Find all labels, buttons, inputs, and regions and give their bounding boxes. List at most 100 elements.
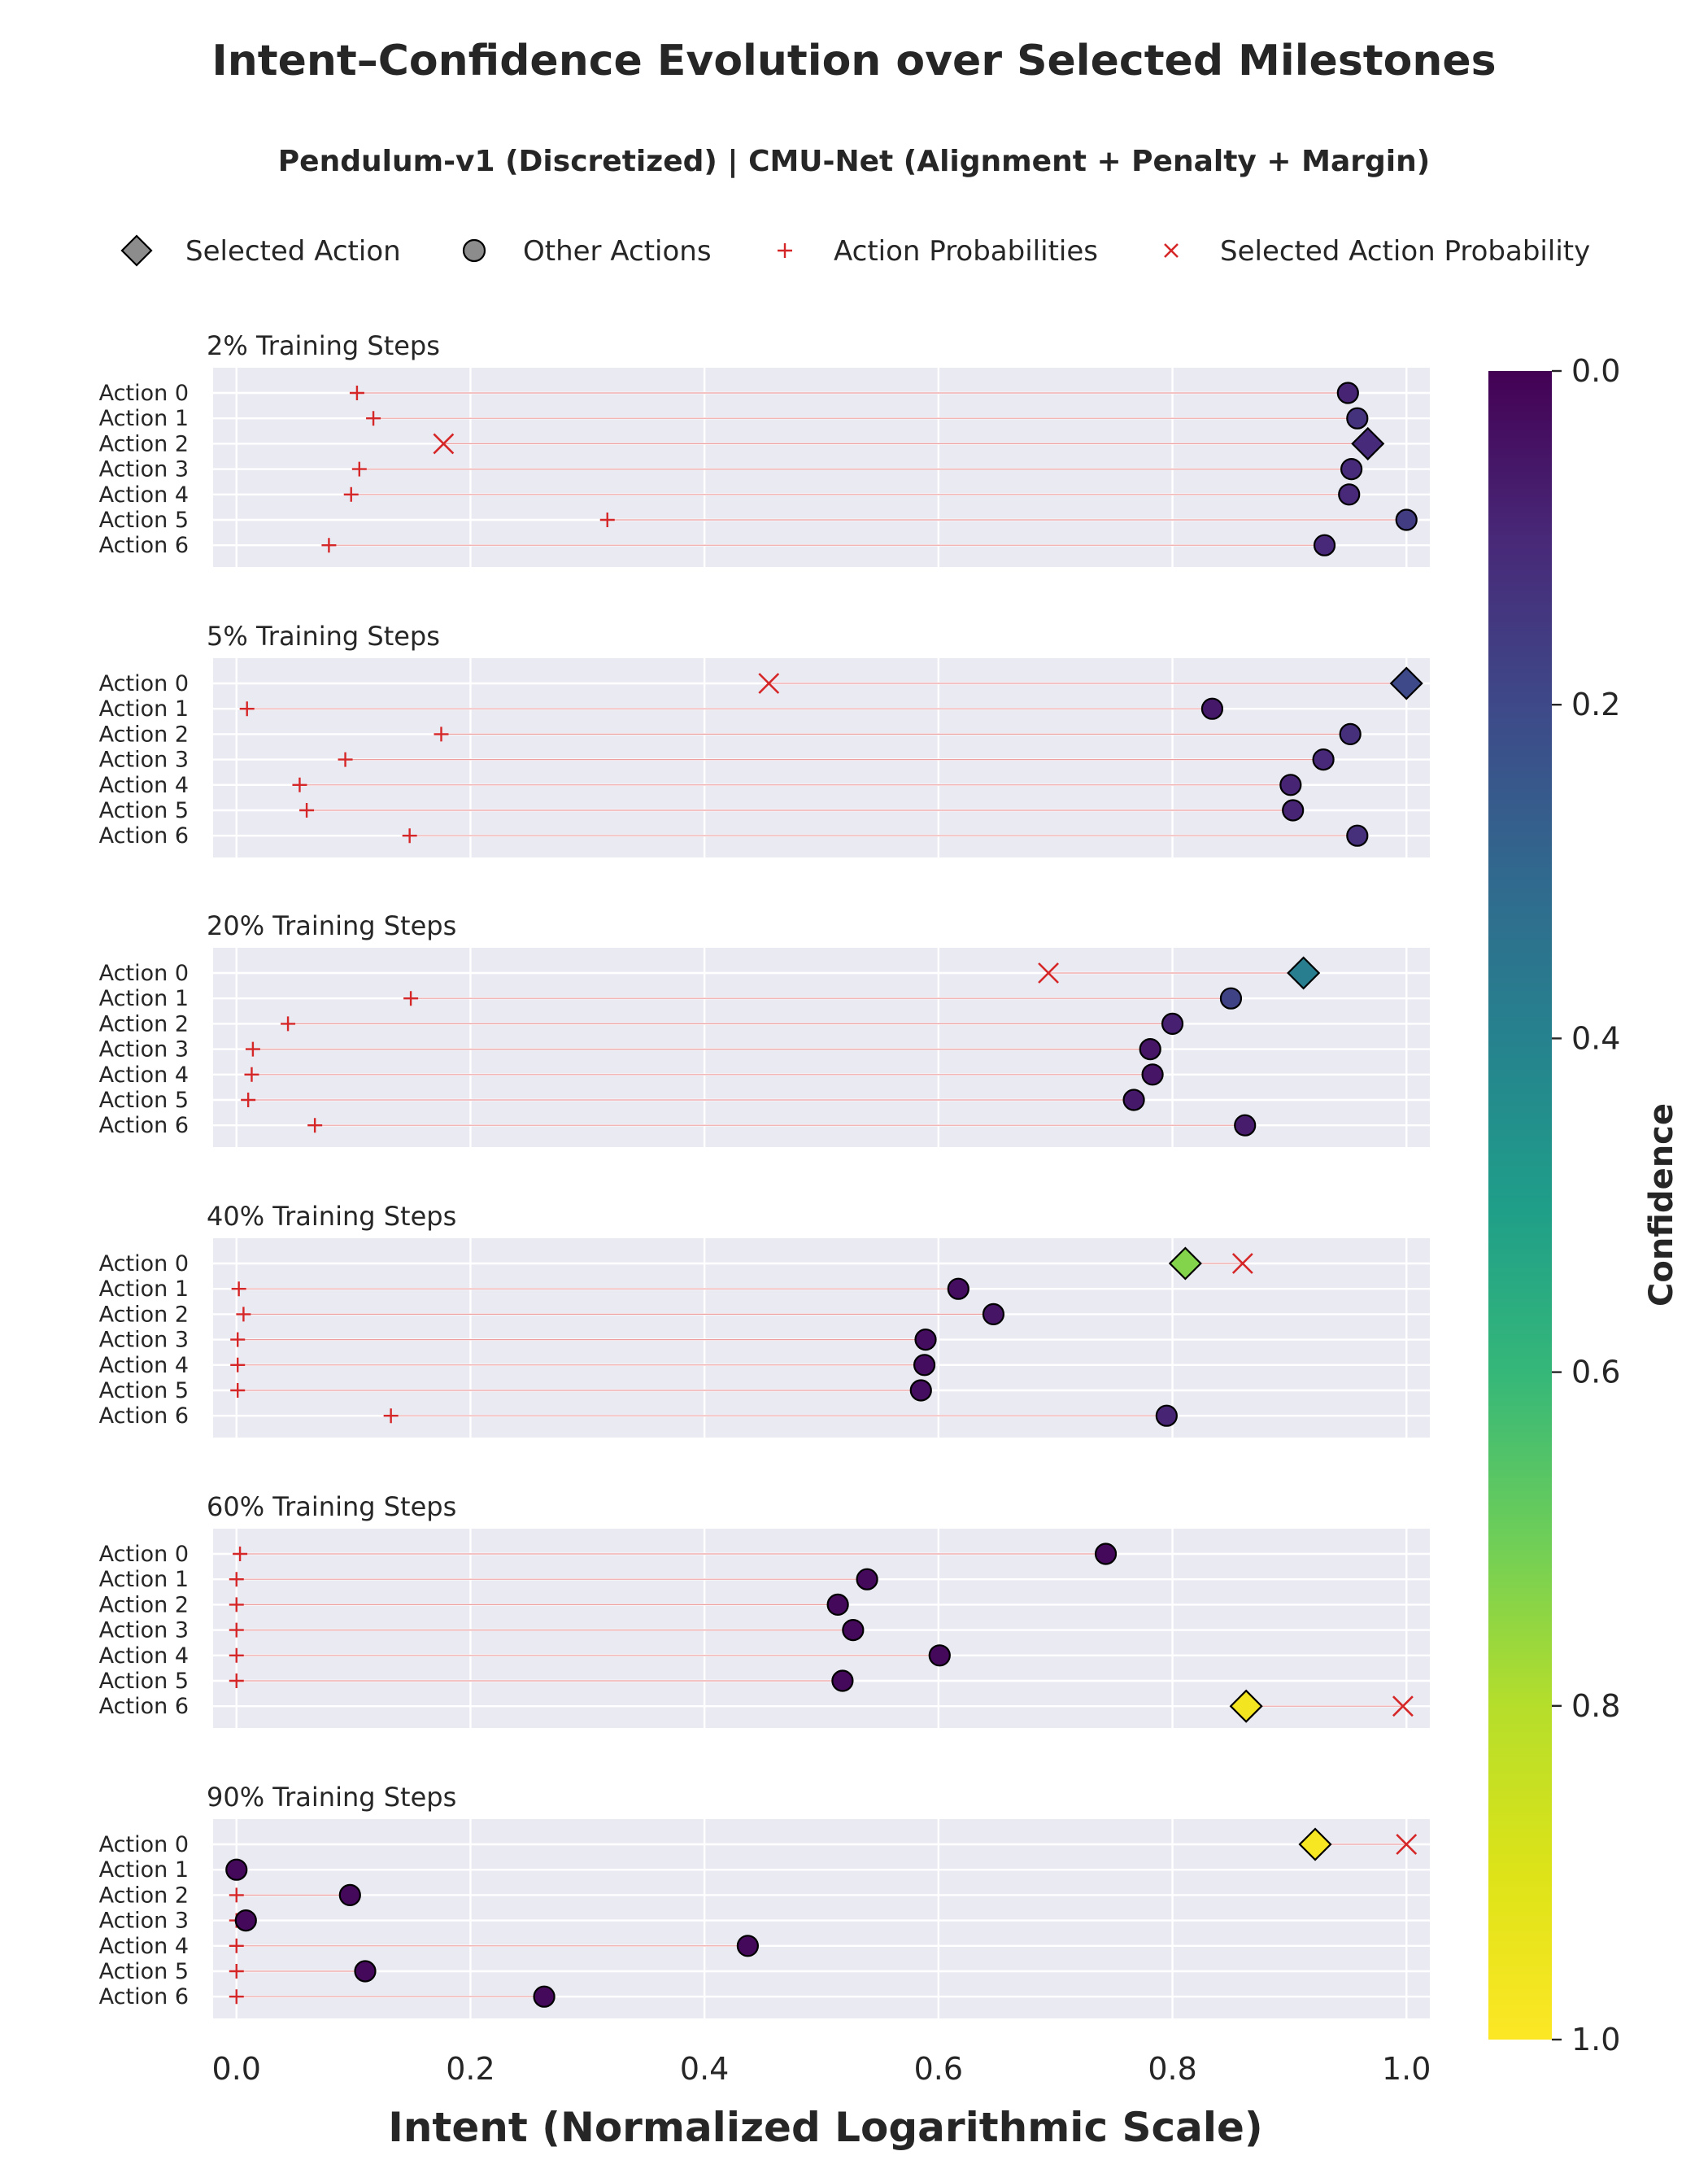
y-tick-label: Action 5 [99,798,189,823]
y-tick-label: Action 1 [99,696,189,722]
y-tick-label: Action 3 [99,1328,189,1353]
y-tick-label: Action 1 [99,406,189,431]
y-tick-label: Action 6 [99,533,189,558]
x-axis-label: Intent (Normalized Logarithmic Scale) [388,2104,1263,2151]
colorbar-gradient [1488,371,1552,2040]
action-marker [913,1354,936,1377]
probability-marker [351,461,367,477]
probability-marker [343,487,359,502]
action-marker [225,1858,248,1881]
action-marker [533,1985,556,2008]
panel-background [213,1238,1430,1438]
y-tick-label: Action 3 [99,1618,189,1643]
y-tick-label: Action 4 [99,1643,189,1669]
action-marker [338,1883,361,1906]
y-tick-label: Action 4 [99,1934,189,1959]
y-tick-label: Action 0 [99,1542,189,1567]
action-marker [928,1644,951,1667]
legend-label: Selected Action [185,235,401,268]
y-tick-label: Action 2 [99,1302,189,1327]
y-tick-label: Action 2 [99,1011,189,1036]
panel-background [213,1529,1430,1728]
legend-label: Other Actions [523,235,712,268]
probability-marker [230,1357,246,1372]
probability-marker [338,752,353,767]
probability-marker [321,538,337,553]
probability-marker [229,1673,244,1688]
panel-title: 20% Training Steps [207,910,456,941]
action-marker [234,1909,257,1932]
probability-marker [434,727,449,742]
legend-marker-diamond [120,234,153,267]
y-tick-label: Action 1 [99,1567,189,1592]
probability-marker [403,991,419,1006]
y-tick-label: Action 0 [99,1251,189,1276]
colorbar-tick-label: 0.0 [1571,353,1620,389]
y-tick-label: Action 0 [99,961,189,986]
action-marker [1340,457,1363,481]
selected-action-marker [1287,956,1321,990]
colorbar-tick-label: 0.4 [1571,1020,1620,1056]
probability-marker [299,803,315,818]
action-marker [914,1328,937,1351]
probability-marker [229,1572,244,1587]
probability-marker [239,701,255,717]
legend-marker-circle [462,238,486,263]
colorbar-tick-label: 0.8 [1571,1688,1620,1724]
y-tick-label: Action 6 [99,1113,189,1138]
action-marker [909,1379,932,1402]
y-tick-label: Action 6 [99,1984,189,2009]
probability-marker [229,1964,244,1979]
y-tick-label: Action 6 [99,823,189,849]
probability-marker [230,1332,246,1347]
probability-marker [233,1547,248,1561]
y-tick-label: Action 5 [99,508,189,533]
y-tick-label: Action 6 [99,1694,189,1719]
y-tick-label: Action 2 [99,431,189,456]
action-marker [1338,483,1361,506]
y-tick-label: Action 2 [99,1592,189,1617]
y-tick-label: Action 4 [99,1353,189,1378]
chart-title: Intent–Confidence Evolution over Selecte… [211,37,1496,85]
y-tick-label: Action 5 [99,1378,189,1403]
action-marker [1346,407,1369,430]
action-marker [856,1568,878,1590]
y-tick-label: Action 1 [99,1276,189,1302]
colorbar-tick-label: 0.2 [1571,687,1620,722]
probability-marker [244,1067,259,1082]
selected-probability-marker [1392,1695,1414,1717]
action-marker [1312,748,1335,771]
probability-marker [307,1118,323,1133]
action-marker [1122,1089,1145,1111]
probability-marker [281,1016,296,1032]
x-tick-label: 0.4 [680,2051,729,2087]
action-marker [826,1593,849,1617]
action-marker [1161,1012,1184,1036]
action-marker [1313,534,1336,556]
action-marker [831,1669,854,1692]
probability-marker [366,411,381,426]
probability-marker [229,1887,244,1903]
legend-label: Action Probabilities [834,235,1098,268]
action-marker [1219,987,1243,1010]
action-marker [1139,1037,1161,1061]
y-tick-label: Action 0 [99,1832,189,1857]
panel-background [213,1819,1430,2018]
y-tick-label: Action 0 [99,671,189,696]
y-tick-label: Action 6 [99,1403,189,1429]
legend-label: Selected Action Probability [1220,235,1590,268]
x-tick-label: 1.0 [1382,2051,1431,2087]
x-axis: 0.0 0.2 0.4 0.6 0.8 1.0 [212,2051,1431,2087]
probability-marker [229,1622,244,1638]
selected-action-marker [1351,426,1385,460]
y-tick-label: Action 1 [99,986,189,1011]
selected-probability-marker [758,673,780,694]
probability-marker [231,1281,246,1297]
action-marker [1279,774,1302,796]
